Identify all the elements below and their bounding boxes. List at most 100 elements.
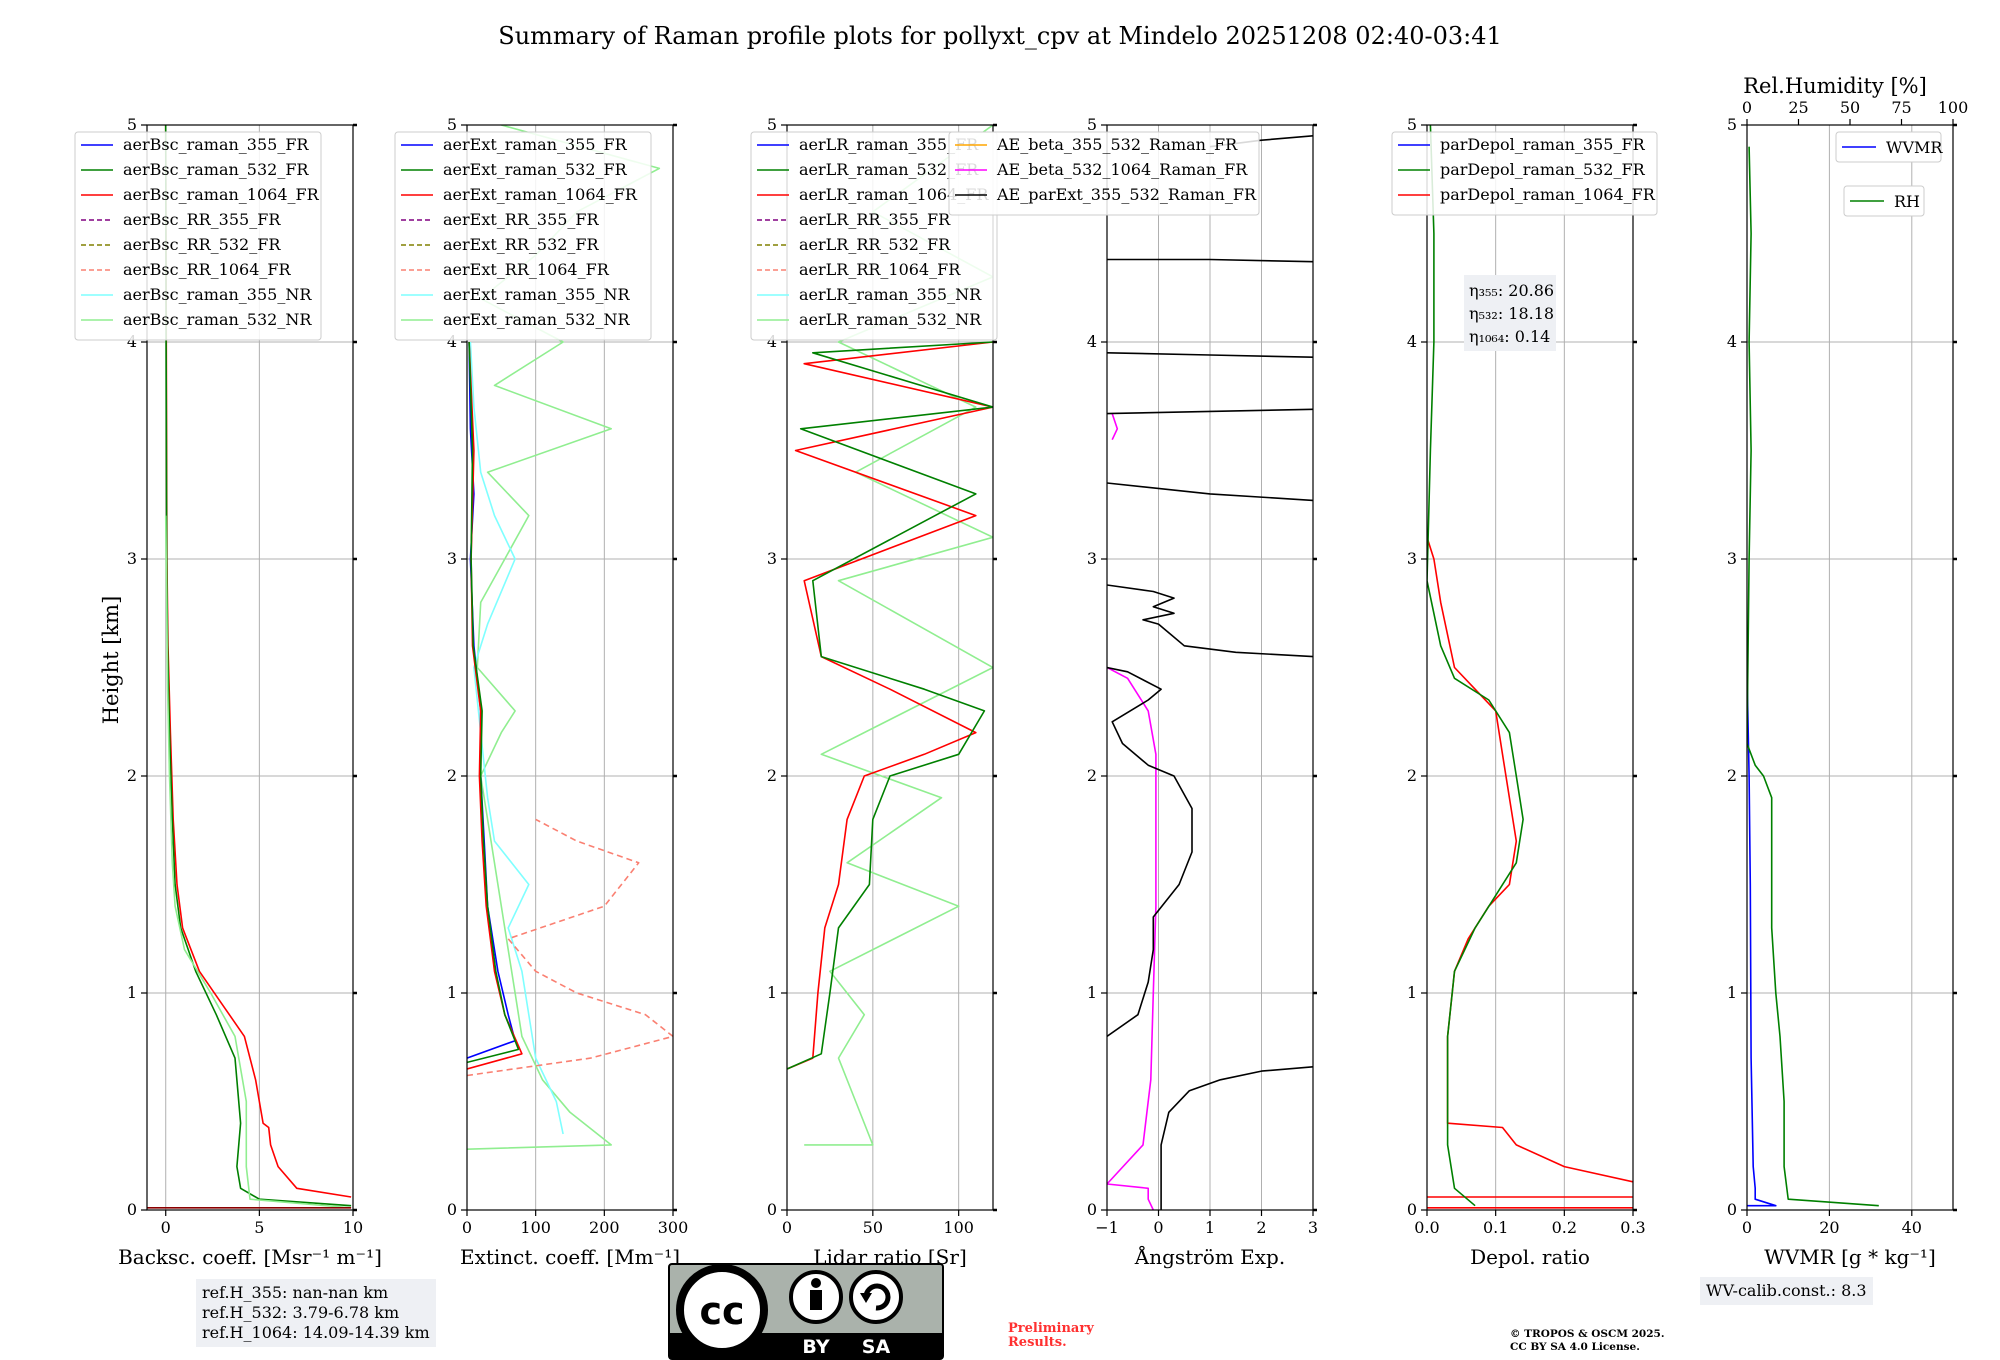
series-line-RH [1747, 146, 1879, 1207]
y-tick-label: 2 [1087, 766, 1097, 785]
x-tick-label: 50 [863, 1218, 883, 1237]
series-line-aerLR_raman_532_NR [804, 125, 993, 1146]
x-axis-label: WVMR [g * kg⁻¹] [1764, 1245, 1936, 1269]
x-axis-label: Ångström Exp. [1134, 1244, 1285, 1269]
x-tick-label: 0 [1742, 1218, 1752, 1237]
series-line-AE_parExt_355_532_Raman_FR_b [1107, 666, 1193, 1038]
panel-frame [1106, 124, 1314, 1211]
share-alike-icon [849, 1270, 903, 1324]
x-tick-label: 10 [343, 1218, 363, 1237]
y-tick-label: 1 [1087, 983, 1097, 1002]
series-line-AE_parExt_355_532_Raman_FR_g [1107, 258, 1313, 263]
y-tick-label: 5 [127, 115, 137, 134]
y-tick-label: 3 [127, 549, 137, 568]
legend-label: aerLR_raman_532_NR [799, 310, 982, 329]
legend-label: parDepol_raman_355_FR [1440, 135, 1646, 154]
series-line-parDepol_raman_1064_FR [1427, 537, 1633, 1183]
legend-label: aerBsc_raman_355_FR [123, 135, 309, 154]
rh-axis-label: Rel.Humidity [%] [1743, 74, 1927, 98]
legend-label: aerExt_raman_355_FR [443, 135, 628, 154]
y-tick-label: 2 [1407, 766, 1417, 785]
y-tick-label: 0 [1087, 1200, 1097, 1219]
legend-label: aerLR_raman_532_FR [799, 160, 979, 179]
series-group [787, 125, 993, 1146]
legend-label: aerLR_raman_355_FR [799, 135, 979, 154]
attribution-body [810, 1290, 822, 1310]
x-tick-label: 40 [1902, 1218, 1922, 1237]
preliminary-line-2: Results. [1008, 1335, 1067, 1350]
top-tick-label: 0 [1742, 98, 1752, 117]
legend-label: aerLR_RR_355_FR [799, 210, 951, 229]
y-tick-label: 0 [127, 1200, 137, 1219]
ref-height-532: ref.H_532: 3.79-6.78 km [202, 1303, 400, 1322]
cc-license-badge: cc BY SA [668, 1263, 944, 1360]
legend-label: aerExt_raman_1064_FR [443, 185, 638, 204]
top-tick-label: 100 [1938, 98, 1969, 117]
panel-frame [146, 124, 354, 1211]
y-tick-label: 3 [1087, 549, 1097, 568]
x-tick-label: 300 [658, 1218, 689, 1237]
preliminary-note: Preliminary Results. [1008, 1322, 1094, 1350]
y-tick-label: 0 [1407, 1200, 1417, 1219]
legend: aerLR_raman_355_FR aerLR_raman_532_FR aerL… [750, 131, 998, 341]
legend-box [74, 131, 322, 341]
legend-label: RH [1894, 192, 1920, 211]
x-tick-label: 0 [782, 1218, 792, 1237]
copyright-line-2: CC BY SA 4.0 License. [1510, 1341, 1640, 1353]
legend-label: aerBsc_raman_532_FR [123, 160, 309, 179]
legend-label: AE_parExt_355_532_Raman_FR [996, 185, 1257, 204]
legend-label: parDepol_raman_532_FR [1440, 160, 1646, 179]
series-line-AE_parExt_355_532_Raman_FR_e [1107, 408, 1313, 415]
legend-box [394, 131, 652, 341]
series-line-aerLR_raman_1064_FR [787, 341, 993, 1070]
x-tick-label: 5 [254, 1218, 264, 1237]
legend: aerBsc_raman_355_FR aerBsc_raman_532_FRae… [74, 131, 322, 341]
cc-logo-text: cc [699, 1289, 744, 1333]
legend-box [948, 131, 1260, 216]
eta-line: η₃₅₅: 20.86 [1469, 281, 1554, 300]
y-tick-label: 4 [1087, 332, 1097, 351]
y-tick-label: 0 [447, 1200, 457, 1219]
y-tick-label: 1 [767, 983, 777, 1002]
series-group [1747, 146, 1879, 1207]
series-line-aerLR_raman_532_FR [787, 341, 993, 1070]
legend-label: AE_beta_532_1064_Raman_FR [996, 160, 1248, 179]
preliminary-line-1: Preliminary [1008, 1321, 1094, 1336]
y-tick-label: 3 [447, 549, 457, 568]
legend-label: aerLR_RR_1064_FR [799, 260, 961, 279]
legend-label: aerBsc_RR_1064_FR [123, 260, 292, 279]
legend-label: aerBsc_raman_532_NR [123, 310, 312, 329]
series-line-parDepol_raman_532_FR [1427, 125, 1524, 1207]
eta-line: η₁₀₆₄: 0.14 [1469, 327, 1550, 346]
series-group [467, 125, 673, 1150]
panel-extinction: 0 100 200 300 0 1 2 3 4 5 Extinct. coeff. [Mm⁻¹] ae… [394, 115, 689, 1269]
legend-label: aerExt_raman_355_NR [443, 285, 631, 304]
sa-label: SA [862, 1336, 891, 1358]
share-alike-arrow [863, 1283, 891, 1311]
x-axis-label: Depol. ratio [1470, 1245, 1590, 1269]
series-line-AE_parExt_355_532_Raman_FR [1160, 1066, 1313, 1210]
series-line-AE_beta_532_1064_Raman_FR_b [1111, 413, 1119, 441]
x-axis-label: Backsc. coeff. [Msr⁻¹ m⁻¹] [118, 1245, 382, 1269]
top-tick-label: 75 [1891, 98, 1911, 117]
x-tick-label: 200 [589, 1218, 620, 1237]
legend-box [1391, 131, 1658, 216]
legend-label: aerBsc_RR_355_FR [123, 210, 281, 229]
y-tick-label: 2 [1727, 766, 1737, 785]
x-tick-label: 2 [1256, 1218, 1266, 1237]
series-line-WVMR [1747, 667, 1777, 1207]
x-tick-label: 20 [1819, 1218, 1839, 1237]
y-tick-label: 4 [127, 332, 137, 351]
panel-frame [1746, 124, 1954, 1211]
legend-label: aerBsc_RR_532_FR [123, 235, 281, 254]
by-label: BY [802, 1336, 829, 1358]
figure-title: Summary of Raman profile plots for polly… [498, 22, 1501, 50]
y-tick-label: 2 [767, 766, 777, 785]
y-tick-label: 3 [767, 549, 777, 568]
top-tick-label: 50 [1840, 98, 1860, 117]
series-line-aerExt_raman_355_NR [469, 341, 564, 1135]
x-tick-label: 0.2 [1552, 1218, 1577, 1237]
eta-box [1464, 275, 1556, 351]
